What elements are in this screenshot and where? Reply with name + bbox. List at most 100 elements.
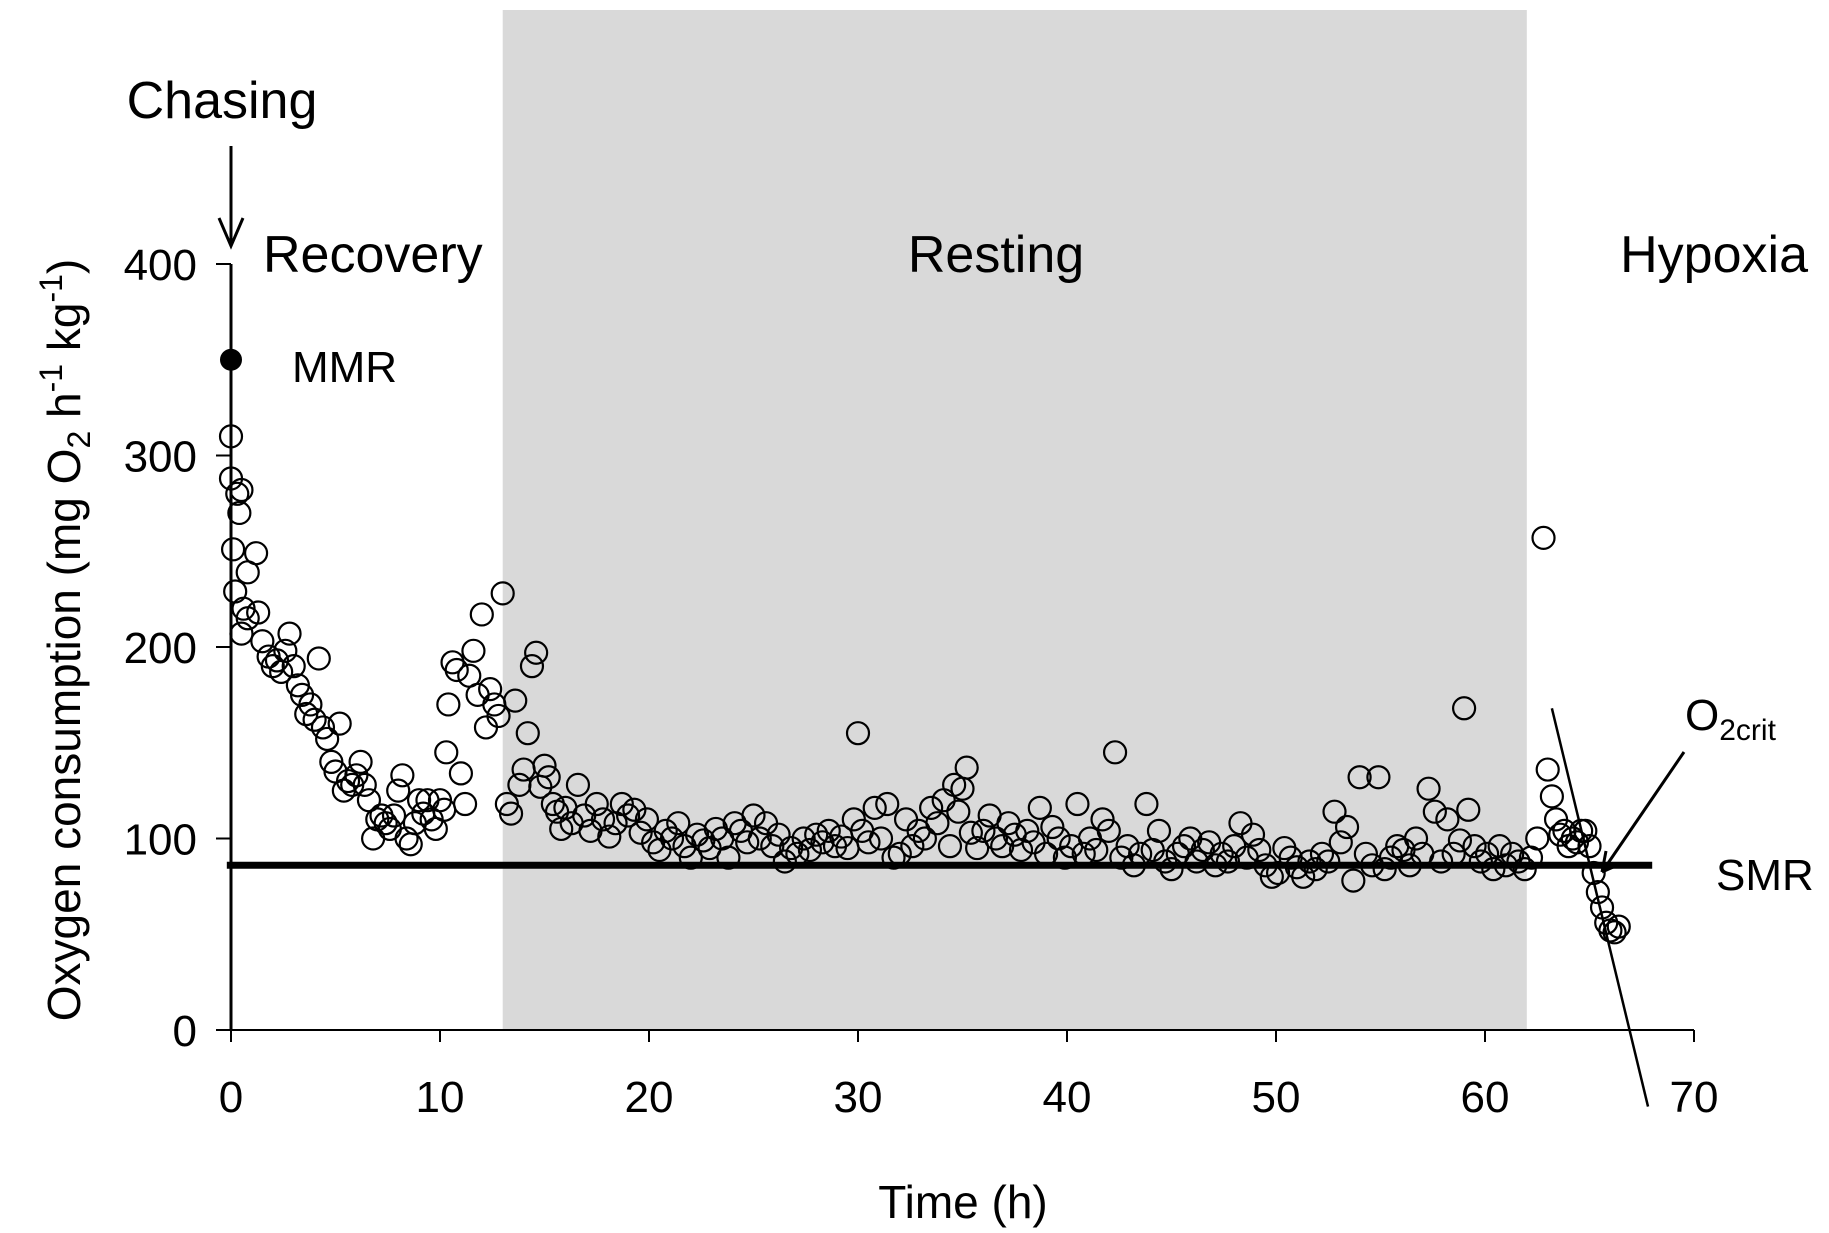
data-point <box>958 820 983 845</box>
data-point <box>597 824 622 849</box>
data-point <box>772 849 797 874</box>
data-point <box>1535 757 1560 782</box>
data-point <box>246 600 271 625</box>
data-point <box>816 818 841 843</box>
mmr-label: MMR <box>292 343 397 392</box>
data-point <box>1102 740 1128 765</box>
data-point <box>1429 849 1454 874</box>
data-point <box>515 721 540 746</box>
data-point <box>1247 837 1272 863</box>
data-point <box>766 822 791 847</box>
data-point <box>1084 837 1109 863</box>
data-point <box>1341 868 1366 893</box>
data-point <box>760 834 785 859</box>
o2crit-label: O2crit <box>1685 691 1777 747</box>
data-point <box>868 826 894 851</box>
data-point <box>1602 920 1627 945</box>
data-point <box>1015 818 1040 843</box>
data-point <box>1171 834 1197 859</box>
data-point <box>845 721 871 746</box>
data-point <box>373 811 398 836</box>
data-point <box>398 832 423 857</box>
data-point <box>281 654 306 679</box>
data-point <box>524 640 549 665</box>
data-point <box>315 726 340 752</box>
smr-label: SMR <box>1716 851 1814 900</box>
data-point <box>900 834 925 859</box>
x-ticks: 0 10 20 30 40 50 60 70 <box>219 1030 1718 1122</box>
data-point <box>735 830 760 855</box>
data-point <box>1531 525 1556 550</box>
data-point <box>1372 857 1397 882</box>
data-point <box>875 791 900 817</box>
data-point <box>1512 857 1537 882</box>
data-point <box>856 830 881 855</box>
data-point <box>503 688 528 713</box>
x-tick-label: 30 <box>834 1073 883 1122</box>
data-point <box>436 692 461 717</box>
o2crit-label-sub: 2crit <box>1719 714 1776 747</box>
data-point <box>1297 849 1322 874</box>
data-point <box>227 500 252 526</box>
data-point <box>912 826 937 851</box>
data-point <box>1316 849 1341 874</box>
data-point <box>797 837 823 863</box>
x-tick-label: 20 <box>625 1073 674 1122</box>
data-point <box>327 711 352 736</box>
data-point <box>622 797 647 822</box>
data-point <box>1456 797 1481 822</box>
data-point <box>310 715 336 740</box>
y-tick-label: 100 <box>124 816 197 865</box>
data-point <box>565 772 591 797</box>
data-point <box>965 835 990 861</box>
data-point <box>452 791 478 817</box>
data-point <box>791 826 816 851</box>
chasing-arrow-head <box>217 217 245 250</box>
data-point <box>684 822 710 847</box>
data-point <box>1606 914 1631 939</box>
o2crit-pointer-arrowhead <box>1600 850 1621 874</box>
data-point <box>1435 807 1460 832</box>
data-point <box>1366 765 1391 790</box>
x-tick-label: 10 <box>416 1073 465 1122</box>
data-point <box>478 677 503 702</box>
data-point <box>1065 791 1090 817</box>
data-point <box>1027 795 1052 820</box>
y-axis-label-end: ) <box>38 259 90 274</box>
data-point <box>779 835 804 861</box>
data-point <box>634 807 660 832</box>
data-point <box>983 826 1009 851</box>
o2crit-label-main: O <box>1685 691 1719 740</box>
y-axis-label-sup1: -1 <box>33 364 69 392</box>
data-point <box>444 657 469 683</box>
data-point <box>1447 828 1473 853</box>
data-point <box>220 537 246 562</box>
data-point <box>381 803 407 828</box>
data-point <box>306 646 331 671</box>
data-point <box>490 581 515 606</box>
data-point <box>1451 696 1477 721</box>
data-point <box>498 801 524 826</box>
data-point <box>386 778 411 803</box>
data-point <box>465 682 490 707</box>
data-point <box>1525 826 1550 851</box>
data-point <box>1190 837 1215 863</box>
data-point <box>461 638 486 663</box>
data-point <box>1184 849 1209 874</box>
y-axis-label: Oxygen consumption (mg O2 h-1 kg-1) <box>33 259 97 1021</box>
data-point <box>302 707 327 732</box>
x-tick-label: 50 <box>1252 1073 1301 1122</box>
data-point <box>1240 822 1266 847</box>
data-point <box>229 621 254 646</box>
data-point <box>335 768 361 794</box>
data-point <box>666 811 691 836</box>
y-axis-label-mid: h <box>38 392 90 430</box>
data-point <box>250 629 275 654</box>
data-point <box>862 795 887 820</box>
phase-label-hypoxia: Hypoxia <box>1620 226 1808 284</box>
phase-label-recovery: Recovery <box>263 226 483 284</box>
data-point <box>1468 849 1493 874</box>
o2crit-pointer <box>1600 751 1686 873</box>
data-point <box>1422 799 1447 824</box>
data-point <box>659 826 685 851</box>
